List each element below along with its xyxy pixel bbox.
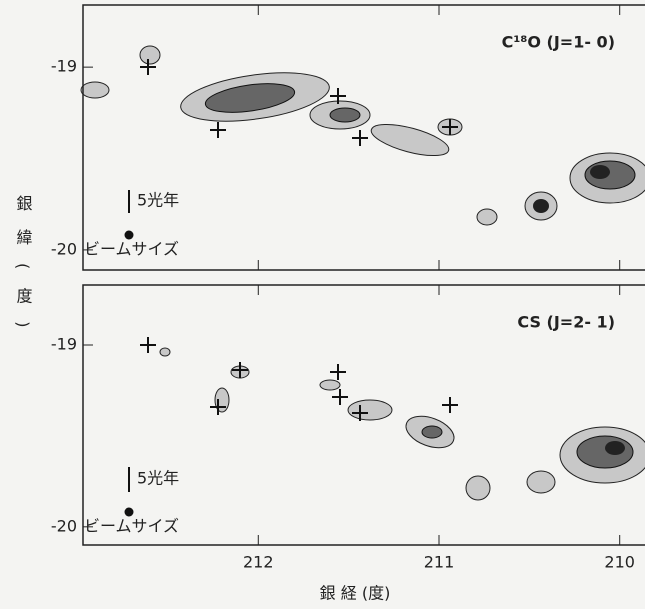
annotation: 5光年: [137, 191, 179, 210]
contours-bottom: [124, 337, 645, 517]
x-tick-label: 210: [604, 553, 635, 572]
x-tick-label: 212: [243, 553, 274, 572]
y-tick-label: -19: [51, 57, 77, 76]
annotation: ビームサイズ: [84, 517, 179, 536]
panel-frame: [82, 4, 645, 271]
x-tick-label: 211: [424, 553, 455, 572]
annotation: ビームサイズ: [84, 240, 179, 259]
y-tick-label: -19: [51, 335, 77, 354]
y-tick-label: -20: [51, 516, 77, 535]
annotation: 5光年: [137, 469, 179, 488]
panel-frame: [82, 284, 645, 546]
x-axis-label: 銀 経 (度): [320, 584, 391, 603]
y-axis-label: 銀緯(度): [14, 195, 33, 345]
y-tick-label: -20: [51, 239, 77, 258]
panel-title: CS (J=2- 1): [517, 313, 615, 332]
panel-title: C¹⁸O (J=1- 0): [502, 33, 615, 52]
contours-top: [80, 45, 645, 240]
